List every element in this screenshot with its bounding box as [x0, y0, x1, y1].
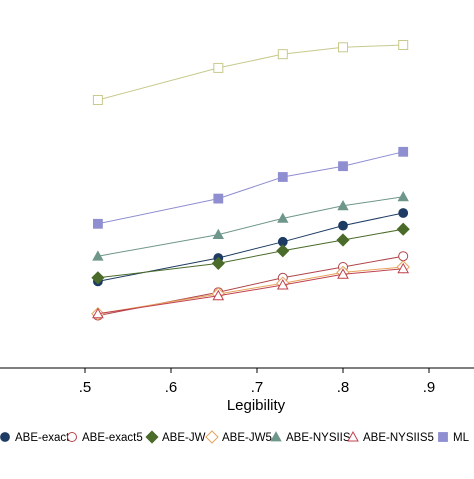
series-abe-nysiis5: [92, 262, 410, 319]
legend: ABE-exact ABE-exact5 ABE-JW ABE-JW5 ABE-NYSI…: [0, 430, 470, 444]
legend-marker: [347, 430, 359, 442]
data-point: [277, 49, 288, 60]
x-tick-label: .7: [251, 379, 264, 396]
x-tick-label: .8: [337, 379, 350, 396]
data-point: [213, 193, 224, 204]
data-point: [398, 146, 409, 157]
data-point: [338, 220, 348, 231]
legend-label: ABE-NYSIIS: [286, 432, 351, 444]
data-point: [277, 172, 288, 182]
data-point: [398, 251, 409, 262]
series-unlabeled: [92, 40, 409, 105]
data-point: [338, 42, 348, 53]
data-point: [213, 62, 224, 73]
legend-label: ML: [453, 432, 470, 444]
series-ml: [93, 146, 409, 229]
x-tick-label: .6: [165, 379, 178, 396]
legend-marker: [0, 432, 10, 442]
legend-marker: [438, 432, 448, 442]
data-point: [92, 250, 104, 261]
data-point: [276, 244, 290, 258]
legend-label: ABE-NYSIIS5: [363, 432, 434, 444]
data-point: [92, 95, 103, 105]
data-point: [398, 40, 409, 50]
x-tick-label: .9: [423, 379, 436, 396]
legend-marker: [67, 432, 77, 442]
x-tick-label: .5: [79, 379, 92, 396]
series-line: [97, 228, 404, 279]
data-point: [91, 271, 105, 285]
data-point: [338, 161, 348, 172]
data-point: [93, 218, 103, 229]
series-abe-nysiis: [92, 190, 409, 261]
data-point: [277, 212, 289, 223]
series-line: [97, 196, 404, 257]
legend-marker: [270, 431, 282, 442]
data-point: [212, 289, 225, 301]
legend-label: ABE-JW5: [222, 432, 272, 444]
legend-label: ABE-exact: [15, 432, 70, 444]
legend-item-abe-nysiis5: ABE-NYSIIS5: [347, 430, 434, 444]
legend-item-abe-exact: ABE-exact: [0, 432, 70, 444]
legend-item-abe-nysiis: ABE-NYSIIS: [270, 431, 351, 444]
series-abe-jw: [91, 222, 410, 285]
plot-area: [91, 40, 410, 321]
legend-item-ml: ML: [438, 432, 470, 444]
data-point: [336, 233, 350, 247]
legend-marker: [205, 430, 219, 444]
data-point: [397, 190, 409, 202]
series-line: [97, 151, 404, 225]
data-point: [276, 278, 289, 290]
series-abe-exact: [93, 208, 409, 287]
data-point: [397, 262, 410, 274]
legend-item-abe-jw5: ABE-JW5: [205, 430, 272, 444]
data-point: [211, 256, 225, 270]
x-axis-ticks: .5 .6 .7 .8 .9: [79, 368, 436, 396]
data-point: [212, 228, 224, 240]
legend-label: ABE-exact5: [82, 432, 143, 444]
series-line: [97, 268, 404, 315]
legend-label: ABE-JW: [162, 432, 206, 444]
legend-marker: [145, 430, 159, 444]
series-line: [97, 44, 404, 101]
series-abe-exact5: [92, 251, 409, 321]
data-point: [337, 199, 349, 211]
x-axis-title: Legibility: [227, 397, 286, 414]
legend-item-abe-jw: ABE-JW: [145, 430, 206, 444]
data-point: [398, 208, 409, 218]
legend-item-abe-exact5: ABE-exact5: [67, 432, 143, 444]
data-point: [337, 268, 349, 279]
data-point: [92, 307, 104, 319]
data-point: [396, 222, 410, 236]
